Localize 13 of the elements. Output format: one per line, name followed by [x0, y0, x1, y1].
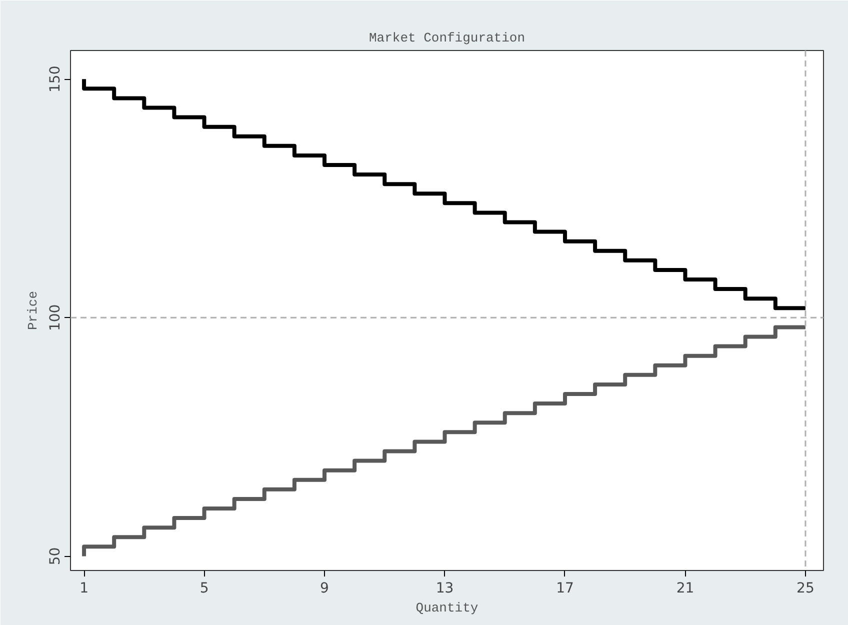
x-tick-label: 21 [676, 580, 694, 596]
y-tick-label: 100 [48, 304, 64, 332]
x-tick-label: 1 [80, 580, 88, 596]
x-tick-label: 25 [796, 580, 814, 596]
x-tick-label: 17 [556, 580, 574, 596]
y-tick-label: 50 [48, 547, 64, 566]
x-tick-label: 5 [200, 580, 209, 596]
x-tick-label: 13 [436, 580, 454, 596]
x-axis-title: Quantity [416, 600, 478, 616]
y-axis-title: Price [26, 290, 40, 330]
x-tick-label: 9 [320, 580, 329, 596]
chart-title: Market Configuration [368, 30, 526, 46]
y-tick-label: 150 [48, 66, 64, 92]
